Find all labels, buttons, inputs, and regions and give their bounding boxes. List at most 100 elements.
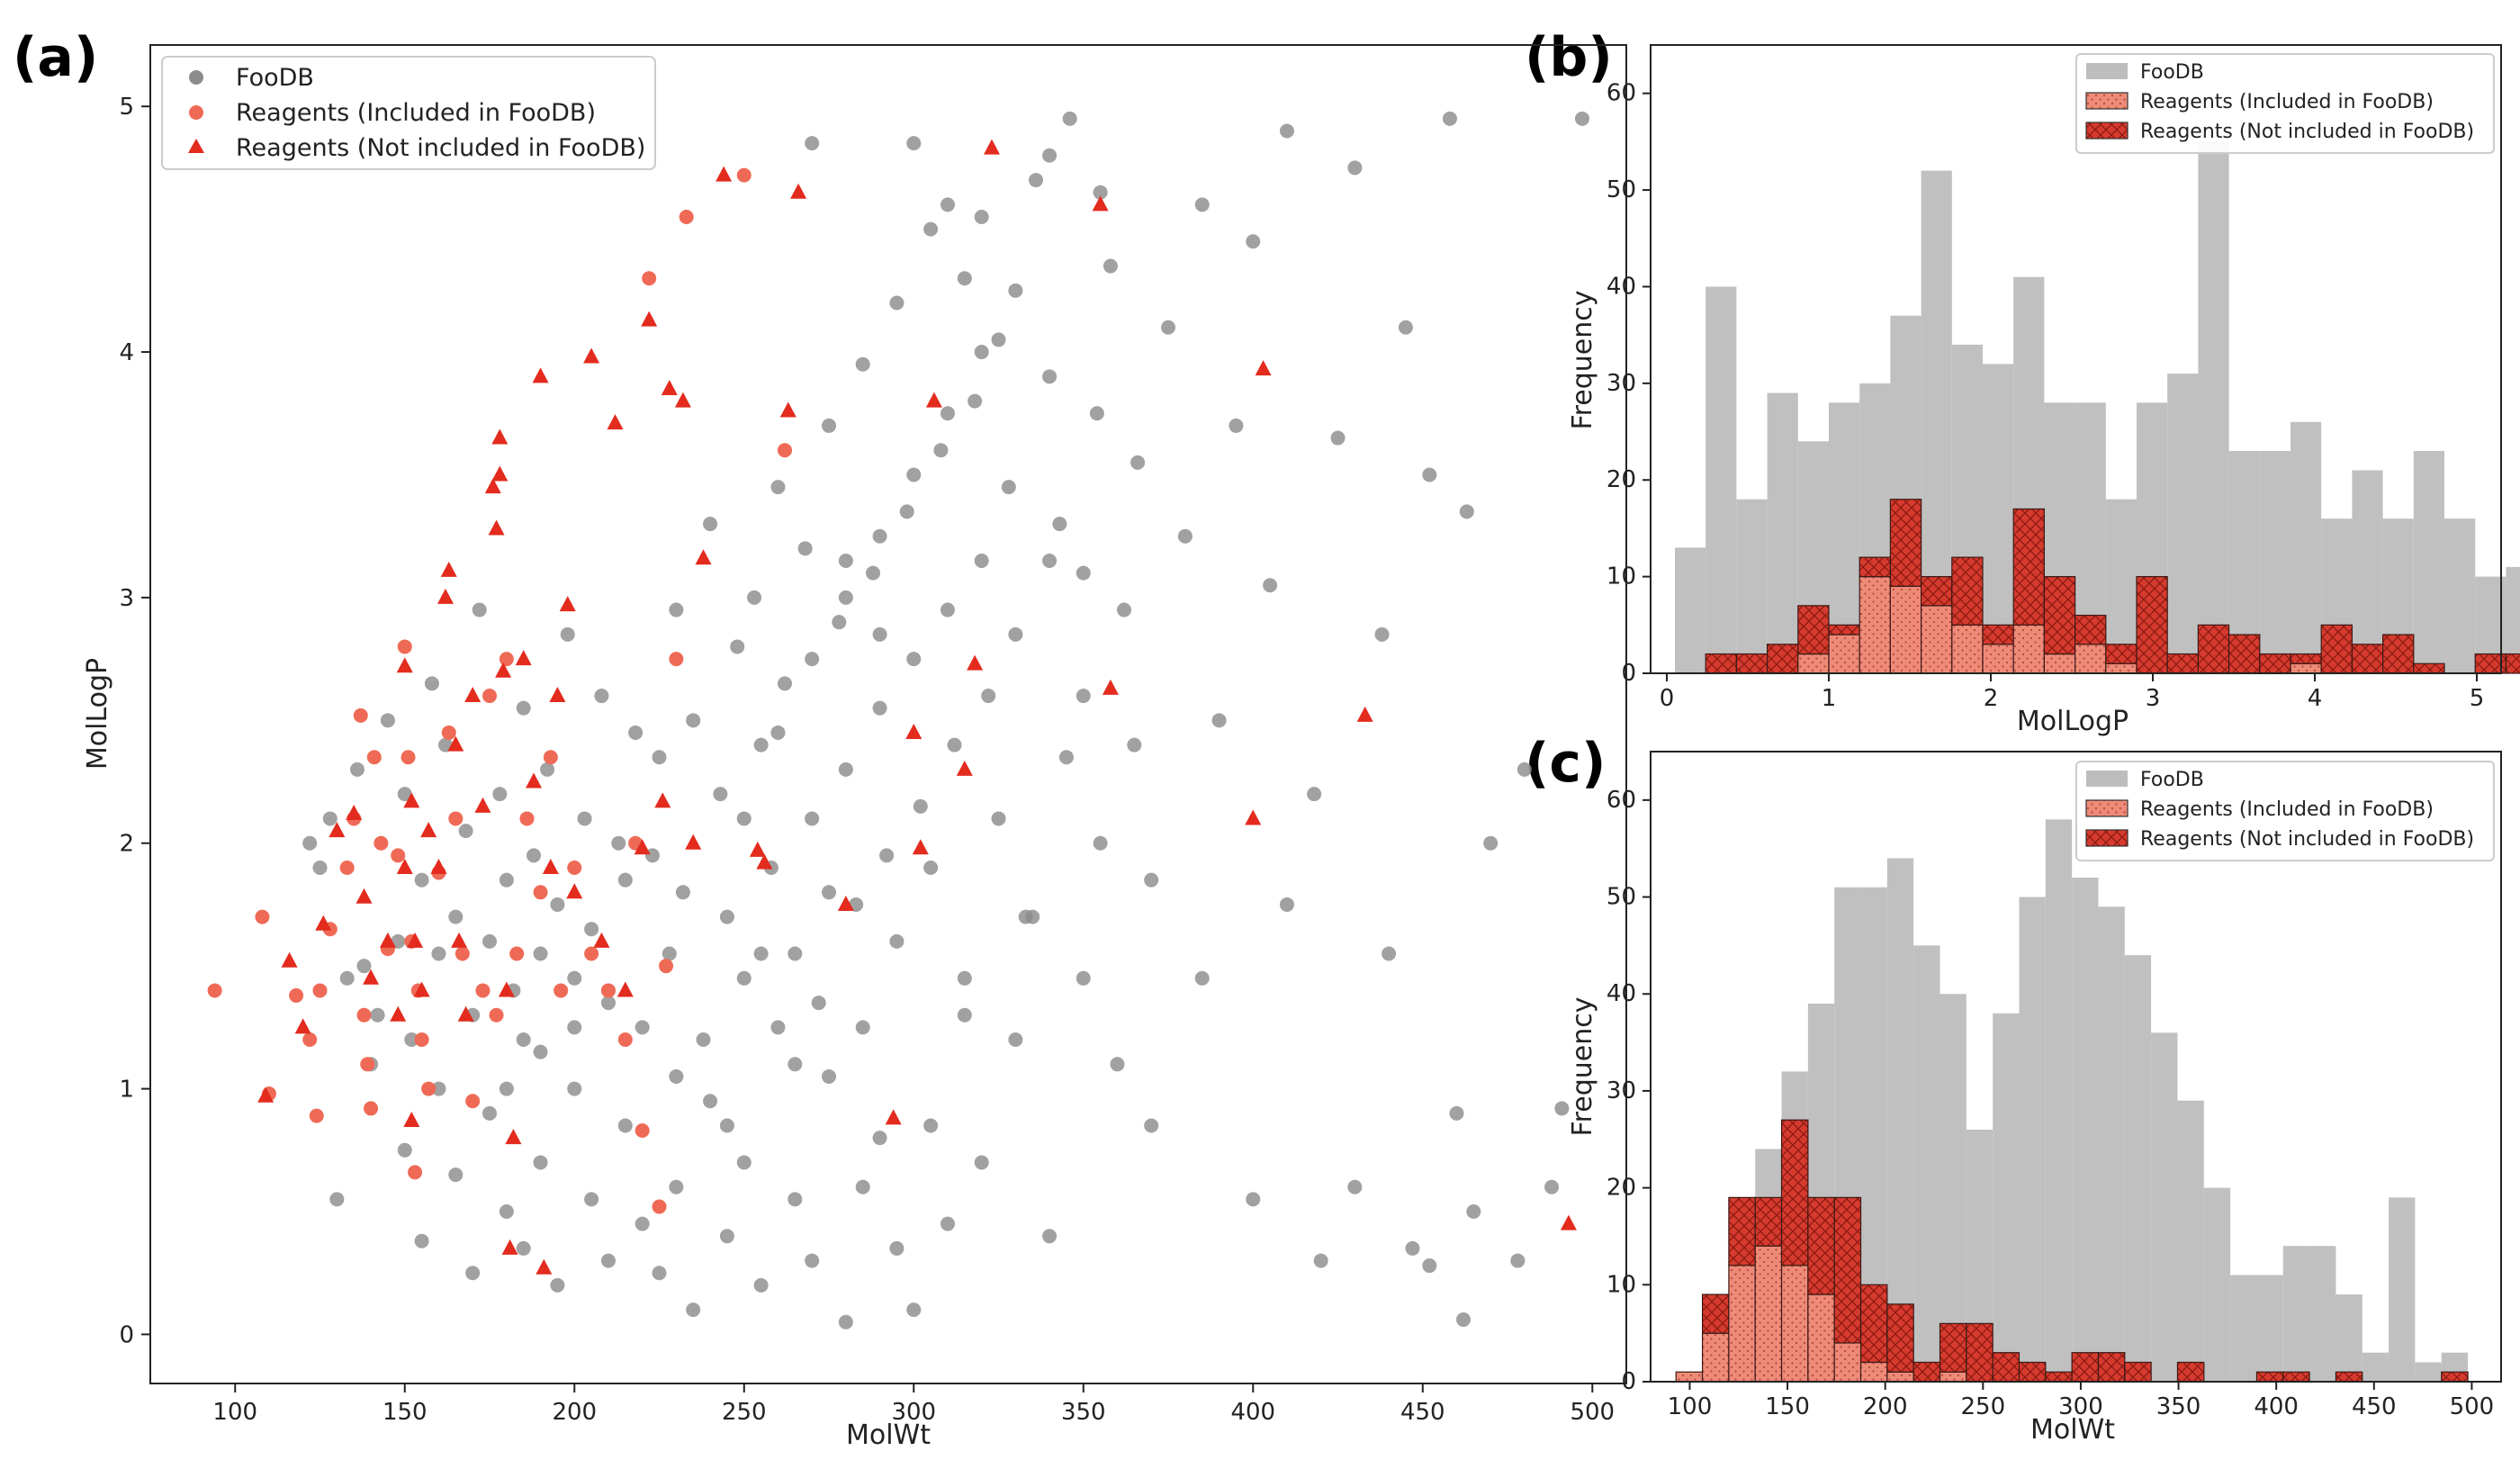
bar-not-included <box>1766 644 1799 674</box>
bar-foodb <box>1706 286 1737 673</box>
axes-frame-a <box>149 44 1627 1384</box>
bar-foodb <box>2282 1246 2310 1382</box>
point-not-included <box>464 687 482 703</box>
point-foodb <box>611 835 626 851</box>
point-not-included <box>488 519 505 536</box>
bar-foodb <box>1993 1013 2020 1382</box>
legend-c: FooDB Reagents (Included in FooDB) Reage… <box>2075 761 2495 861</box>
point-not-included <box>634 839 651 855</box>
point-not-included <box>294 1018 311 1034</box>
point-foodb <box>747 590 762 605</box>
point-foodb <box>981 689 996 704</box>
point-foodb <box>1008 283 1023 298</box>
point-foodb <box>540 762 555 777</box>
point-foodb <box>753 946 769 961</box>
bar-not-included <box>2166 653 2199 674</box>
point-not-included <box>967 654 984 671</box>
point-included <box>652 1199 667 1214</box>
legend-swatch-foodb-b <box>2086 63 2128 79</box>
bar-included <box>1859 1361 1888 1383</box>
point-foodb <box>913 798 928 814</box>
point-foodb <box>788 1192 803 1207</box>
bar-foodb <box>2444 518 2476 673</box>
point-foodb <box>431 1081 446 1096</box>
point-included <box>519 811 535 826</box>
point-not-included <box>674 392 691 408</box>
point-foodb <box>1076 689 1091 704</box>
point-foodb <box>339 970 355 986</box>
x-tick-label: 200 <box>552 1399 597 1426</box>
x-tick-label: 100 <box>212 1399 257 1426</box>
y-tick-label: 20 <box>1606 466 1636 493</box>
point-foodb <box>662 946 677 961</box>
point-foodb <box>584 922 599 937</box>
point-foodb <box>797 541 813 556</box>
point-included <box>364 1101 379 1116</box>
point-not-included <box>685 834 702 850</box>
point-foodb <box>736 811 752 826</box>
bar-included <box>1858 576 1891 674</box>
point-foodb <box>1313 1253 1328 1268</box>
point-foodb <box>822 885 837 900</box>
point-foodb <box>499 872 514 888</box>
point-foodb <box>302 835 318 851</box>
point-foodb <box>940 1216 955 1231</box>
bar-foodb <box>2256 1275 2283 1382</box>
legend-label-foodb: FooDB <box>236 64 314 92</box>
bar-foodb <box>2198 141 2229 673</box>
legend-swatch-not-included-c <box>2085 829 2128 847</box>
legend-swatch-included-c <box>2085 799 2128 817</box>
point-foodb <box>906 467 922 482</box>
point-foodb <box>652 1266 667 1281</box>
point-foodb <box>669 1179 684 1194</box>
point-foodb <box>889 295 904 311</box>
legend-label-included-c: Reagents (Included in FooDB) <box>2140 798 2434 821</box>
point-included <box>302 1032 318 1048</box>
point-not-included <box>474 797 491 813</box>
bar-not-included <box>2097 1352 2126 1383</box>
bar-not-included <box>1889 499 1922 587</box>
bar-foodb <box>1913 945 1940 1382</box>
point-not-included <box>515 650 532 666</box>
point-foodb <box>533 1044 548 1059</box>
point-foodb <box>1544 1179 1560 1194</box>
x-axis-label-c: MolWt <box>2030 1414 2115 1446</box>
point-included <box>509 946 525 961</box>
point-foodb <box>1574 111 1589 126</box>
point-not-included <box>1255 360 1272 376</box>
x-tick-label: 300 <box>2058 1393 2103 1420</box>
point-foodb <box>805 652 820 667</box>
y-tick-label: 50 <box>1606 884 1636 911</box>
bar-foodb <box>2177 1100 2204 1382</box>
point-not-included <box>536 1258 553 1275</box>
x-tick-label: 350 <box>1061 1399 1106 1426</box>
point-foodb <box>1144 872 1159 888</box>
point-foodb <box>1042 369 1058 384</box>
point-foodb <box>424 676 439 691</box>
point-not-included <box>695 549 712 565</box>
point-foodb <box>1025 909 1040 924</box>
bar-foodb <box>2045 819 2073 1382</box>
point-foodb <box>753 1277 769 1293</box>
point-foodb <box>1483 835 1498 851</box>
point-foodb <box>1117 602 1132 617</box>
point-foodb <box>1456 1312 1472 1328</box>
point-foodb <box>550 1277 565 1293</box>
point-foodb <box>492 787 508 802</box>
point-foodb <box>1008 626 1023 642</box>
point-foodb <box>1442 111 1457 126</box>
point-foodb <box>923 861 939 876</box>
point-foodb <box>1347 160 1363 176</box>
x-tick-label: 5 <box>2470 685 2485 712</box>
point-foodb <box>669 1068 684 1084</box>
x-tick-label: 450 <box>1400 1399 1445 1426</box>
point-not-included <box>396 657 413 673</box>
x-tick-label: 100 <box>1668 1393 1713 1420</box>
point-included <box>499 652 514 667</box>
point-included <box>617 1032 633 1048</box>
point-not-included <box>749 841 766 857</box>
point-foodb <box>1110 1057 1125 1072</box>
scatter-marks <box>207 111 1589 1329</box>
point-included <box>634 1122 650 1138</box>
